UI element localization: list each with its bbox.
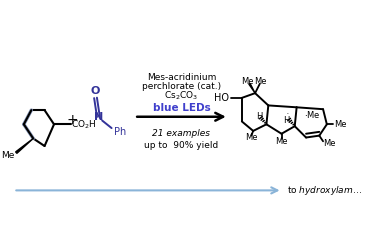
Text: Mes-acridinium: Mes-acridinium [147, 73, 216, 82]
Polygon shape [16, 138, 33, 153]
Text: H: H [256, 112, 262, 121]
Text: Me: Me [334, 120, 347, 129]
Text: O: O [91, 86, 100, 96]
Text: up to  90% yield: up to 90% yield [144, 141, 218, 150]
Text: Me: Me [255, 77, 267, 86]
Text: CO$_2$H: CO$_2$H [71, 118, 96, 130]
Text: Me: Me [1, 151, 14, 160]
Text: +: + [66, 112, 78, 127]
Text: N: N [94, 112, 103, 122]
Polygon shape [249, 83, 255, 93]
Text: $\cdot$Me: $\cdot$Me [304, 109, 321, 120]
Text: HO: HO [214, 93, 229, 103]
Text: blue LEDs: blue LEDs [153, 103, 210, 113]
Text: 21 examples: 21 examples [153, 129, 211, 138]
Text: Me: Me [275, 137, 288, 146]
Text: Me: Me [241, 77, 254, 86]
Text: Ph: Ph [114, 127, 127, 137]
Text: $\dot{\rm H}$: $\dot{\rm H}$ [283, 112, 291, 126]
Text: perchlorate (cat.): perchlorate (cat.) [142, 82, 221, 91]
Text: to $\it{hydroxylam}$...: to $\it{hydroxylam}$... [287, 184, 362, 197]
Text: Me: Me [245, 133, 258, 142]
Text: Cs$_2$CO$_3$: Cs$_2$CO$_3$ [164, 90, 199, 102]
Text: Me: Me [323, 139, 335, 148]
